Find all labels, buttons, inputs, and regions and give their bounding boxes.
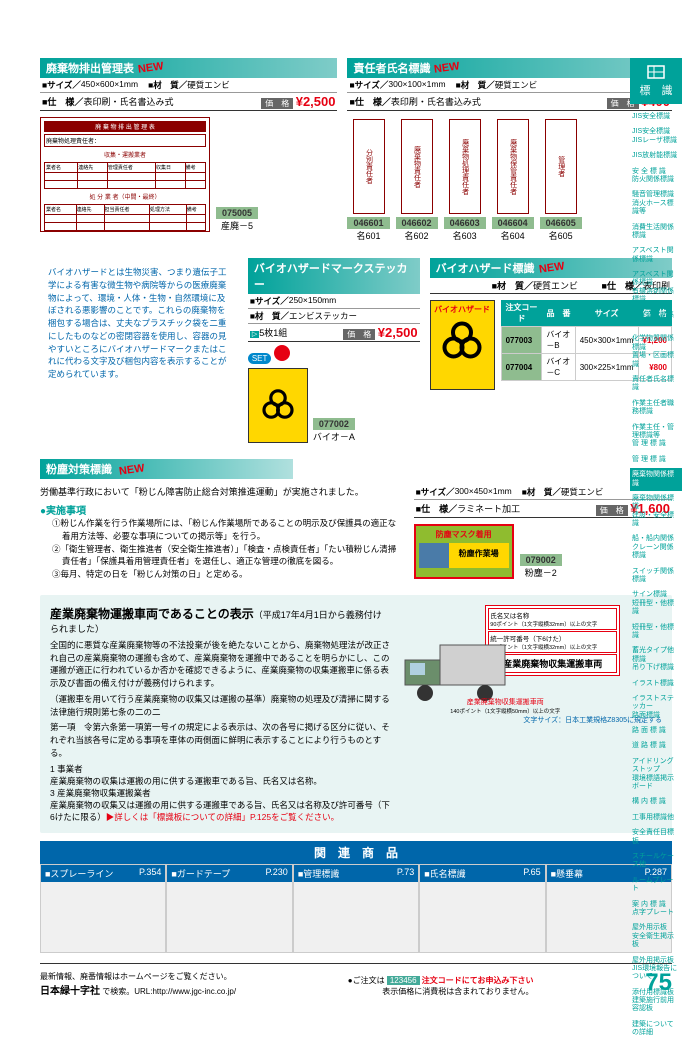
waste-mgmt-title: 廃棄物排出管理表 NEW [40,58,337,78]
sidebar-item[interactable]: 道 路 標 識 [630,739,682,753]
product-code: 079002 [520,554,562,566]
sidebar-item[interactable]: 短冊型・他標識 [630,621,682,644]
sidebar-item[interactable]: 化学物質関係標識置場・区画標識 [630,332,682,372]
related-header: 関 連 商 品 [40,841,672,864]
price-label: 価 格 [261,98,293,109]
sidebar-item[interactable]: 屋外用掲示板JIS環境報告について [630,954,682,985]
truck-diagram: 氏名又は名称90ポイント（1文字縦横32mm）以上の文字 統一許可番号（下6けた… [400,605,620,715]
dust-heading: ●実施事項 [40,502,402,517]
sidebar-item[interactable]: 案 内 標 識点字プレート [630,898,682,921]
biohazard-info-text: バイオハザードとは生物災害、つまり遺伝子工学による有害な微生物や病院等からの医療… [40,258,238,443]
sidebar-item[interactable]: 添付用標識板建築施行前用容認板 [630,986,682,1017]
sidebar-item[interactable]: 安全責任目標板 [630,826,682,849]
footer-left: 最新情報、廃番情報はホームページをご覧ください。 日本緑十字社 で検索。URL:… [40,971,236,997]
sidebar-item[interactable]: アスベスト関係標識有機溶剤関係標識 [630,268,682,308]
spec-row: ■材 質／エンビステッカー [248,309,420,324]
sidebar-header: 標 識 [630,58,682,104]
responsible-title: 責任者氏名標識 NEW [347,58,672,78]
set-badge: SET [248,353,272,364]
spec-spec: ■仕 様／表印刷・氏名書込み式 [42,95,173,108]
sidebar-item[interactable]: イラスト標識 [630,677,682,691]
sidebar-item[interactable]: 工事用標識他 [630,811,682,825]
waste-form-image: 廃 棄 物 排 出 管 理 表 廃棄物処理責任者： 収集・運搬業者 業者名連絡先… [40,117,210,232]
related-item[interactable]: ■氏名標識P.65 [419,864,545,953]
sidebar-item[interactable]: JIS安全標識JISレーザ標識 [630,125,682,148]
new-badge: NEW [538,260,565,275]
footer-right: ●ご注文は 123456 注文コードにてお申込み下さい 表示価格に消費税は含まれ… [348,975,534,997]
sidebar-item[interactable]: 廃棄物関係標識 [630,468,682,491]
sidebar-item[interactable]: スイッチ関係標識 [630,565,682,588]
sidebar-item[interactable]: 責任者氏名標識 [630,373,682,396]
product-code: 077002 [313,418,355,430]
waste-vehicle-section: 産業廃棄物運搬車両であることの表示（平成17年4月1日から義務付けられました） … [40,595,672,833]
name-tags-row: 分別責任者046601名601廃棄物責任者046602名602廃棄物処理責任者0… [347,119,672,242]
sidebar-item[interactable]: 消費生活関係標識 [630,221,682,244]
spec-row: ■サイズ／250×150mm [248,294,420,309]
sidebar-item[interactable]: 屋外用示板安全衛生掲示板 [630,921,682,952]
dust-title: 粉塵対策標識 NEW [40,459,293,479]
name-tag: 廃棄物保管責任者046604名604 [492,119,534,242]
sidebar-item[interactable]: 建築についての詳細 [630,1018,682,1041]
spec-row: ■サイズ／300×100×1mm ■材 質／硬質エンビ [347,78,672,93]
spec-size: ■サイズ／450×600×1mm ■材 質／硬質エンビ [40,78,337,93]
sidebar-item[interactable]: 船・船内関係クレーン関係標識 [630,532,682,563]
sidebar-item[interactable]: サイン標識短冊型・他標識 [630,588,682,619]
product-name: 産廃－5 [216,219,258,232]
sidebar-item[interactable]: 廃棄物関係標識建設・安全標識 [630,492,682,532]
price: ¥2,500 [296,94,336,109]
related-products-row: ■スプレーラインP.354■ガードテープP.230■管理標識P.73■氏名標識P… [40,864,672,953]
sidebar-item[interactable]: 騒音管理標識消火ホース標識等 [630,188,682,219]
dust-sign-image: 防塵マスク着用 粉塵作業場 [414,524,514,579]
related-item[interactable]: ■ガードテープP.230 [166,864,292,953]
sidebar-item[interactable]: アイドリングストップ環境標語掲示ボード [630,755,682,795]
name-tag: 廃棄物処理責任者046603名603 [444,119,486,242]
dust-items-list: ①粉じん作業を行う作業場所には、「粉じん作業場所であることの明示及び保護具の適正… [40,517,402,581]
new-badge: NEW [137,60,164,75]
sidebar-item[interactable]: イラストステッカー路面標識 [630,692,682,723]
bio-sticker-title: バイオハザードマークステッカー [248,258,420,294]
sidebar: 標 識 JIS安全標識JIS安全標識JISレーザ標識JIS放射能標識安 全 標 … [630,58,682,1042]
detail-link[interactable]: ▶詳しくは「標識板についての詳細」P.125をご覧ください。 [106,812,339,822]
spec-spec: ■仕 様／表印刷・氏名書込み式 [349,95,480,108]
biohazard-icon [248,368,308,443]
name-tag: 分別責任者046601名601 [347,119,389,242]
product-code: 075005 [216,207,258,219]
product-name: 粉塵－2 [520,566,562,579]
sidebar-item[interactable]: 安 全 標 識防火関係標識 [630,165,682,188]
sidebar-item[interactable]: 管 理 標 識 [630,453,682,467]
sidebar-item[interactable]: 作業主任・管理標識等管 理 標 識 [630,421,682,452]
dust-intro: 労働基準行政において「粉じん障害防止総合対策推進運動」が実施されました。 [40,485,402,498]
sidebar-item[interactable]: JIS安全標識 [630,110,682,124]
sidebar-item[interactable]: 構 内 標 識 [630,795,682,809]
related-item[interactable]: ■スプレーラインP.354 [40,864,166,953]
name-tag: 管理者046605名605 [540,119,582,242]
waste-vehicle-title: 産業廃棄物運搬車両であることの表示 [50,607,254,621]
sidebar-item[interactable]: スチールケース他 [630,850,682,873]
sidebar-item[interactable]: JIS放射能標識 [630,149,682,163]
biohazard-sign-image: バイオハザード [430,300,495,390]
sidebar-item[interactable]: 作業主任者職務標識 [630,397,682,420]
new-badge: NEW [434,60,461,75]
product-name: バイオ－A [313,430,355,443]
sidebar-item[interactable]: 蓄光タイプ他標識吊り下げ標識 [630,644,682,675]
name-tag: 廃棄物責任者046602名602 [396,119,438,242]
sidebar-item[interactable]: ルームプレート [630,874,682,897]
sidebar-item[interactable]: アスベスト関係標識 [630,244,682,267]
sidebar-item[interactable]: 化学変化関係標識 [630,309,682,332]
sidebar-item[interactable]: 路 面 標 識 [630,724,682,738]
related-item[interactable]: ■管理標識P.73 [293,864,419,953]
